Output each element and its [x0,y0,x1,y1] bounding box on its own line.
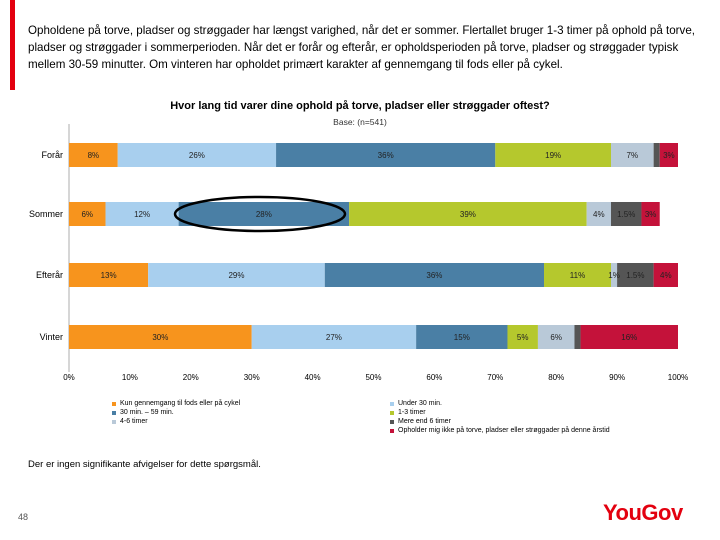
legend-swatch [390,401,394,406]
highlight-ellipse [173,195,347,233]
bar-segment [105,202,179,226]
data-label: 30% [152,333,168,342]
page-number: 48 [18,512,29,522]
data-label: 16% [621,333,637,342]
bar-segment [617,263,654,287]
x-tick-label: 50% [365,373,381,382]
x-tick-label: 10% [122,373,138,382]
data-label: 5% [517,333,529,342]
bar-segment [659,143,678,167]
data-label: 8% [88,151,100,160]
legend-label: Opholder mig ikke på torve, pladser elle… [398,427,610,434]
bar-segment [611,143,654,167]
legend-item: 30 min. – 59 min. [112,409,174,416]
data-label: 28% [256,210,272,219]
bar-segment [507,325,538,349]
legend-label: 30 min. – 59 min. [120,409,174,416]
data-label: 4% [660,271,672,280]
data-label: 26% [189,151,205,160]
data-label: 3% [645,210,657,219]
bar-segment [349,202,587,226]
data-label: 11% [570,271,585,280]
intro-text: Opholdene på torve, pladser og strøggade… [28,24,695,71]
data-label: 1.5% [617,210,635,219]
legend-label: Under 30 min. [398,400,442,407]
bar-segment [251,325,417,349]
data-label: 13% [101,271,117,280]
accent-bar [10,0,15,90]
legend-item: 1-3 timer [390,409,426,416]
bar-segment [495,143,612,167]
data-label: 36% [378,151,394,160]
x-tick-label: 0% [63,373,75,382]
category-label: Sommer [29,209,63,219]
x-tick-label: 40% [305,373,321,382]
legend-swatch [390,419,394,424]
bar-segment [544,263,612,287]
bar-segment [69,143,118,167]
bar-segment [653,263,678,287]
category-label: Efterår [36,270,63,280]
x-tick-label: 100% [668,373,688,382]
data-label: 7% [627,151,639,160]
legend-swatch [112,401,116,406]
bar-segment [611,263,618,287]
data-label: 36% [426,271,442,280]
bar-segment [537,325,575,349]
bar-segment [69,325,252,349]
data-label: 19% [545,151,561,160]
data-label: 1% [608,271,620,280]
bar-segment [641,202,660,226]
bar-segment [69,263,149,287]
data-label: 4% [593,210,605,219]
bar-segment [324,263,545,287]
legend-label: 4-6 timer [120,418,148,425]
legend-swatch [112,410,116,415]
legend-swatch [390,428,394,433]
data-label: 39% [460,210,476,219]
category-label: Forår [41,150,63,160]
x-tick-label: 60% [426,373,442,382]
bar-segment [178,202,350,226]
chart-subtitle: Base: (n=541) [333,117,387,127]
x-tick-label: 30% [244,373,260,382]
legend-swatch [390,410,394,415]
bar-segment [416,325,508,349]
legend-item: Under 30 min. [390,400,442,407]
data-label: 27% [326,333,342,342]
x-tick-label: 80% [548,373,564,382]
legend-item: Kun gennemgang til fods eller på cykel [112,400,240,407]
data-label: 1.5% [626,271,644,280]
legend-item: 4-6 timer [112,418,148,425]
category-label: Vinter [40,332,63,342]
x-tick-label: 20% [183,373,199,382]
bar-segment [574,325,581,349]
bar-segment [653,143,660,167]
bar-segment [148,263,325,287]
x-tick-label: 90% [609,373,625,382]
data-label: 29% [228,271,244,280]
legend-label: 1-3 timer [398,409,426,416]
bar-segment [69,202,106,226]
bar-segment [580,325,678,349]
bar-segment [276,143,496,167]
x-tick-label: 70% [487,373,503,382]
legend-label: Kun gennemgang til fods eller på cykel [120,400,241,407]
bar-segment [611,202,642,226]
legend-swatch [112,419,116,424]
data-label: 6% [81,210,93,219]
data-label: 3% [663,151,675,160]
yougov-logo: YouGov [603,500,683,525]
data-label: 15% [454,333,470,342]
legend-label: Mere end 6 timer [398,418,451,425]
legend-item: Mere end 6 timer [390,418,451,425]
bar-segment [586,202,612,226]
bar-segment [117,143,277,167]
data-label: 6% [550,333,562,342]
legend-item: Opholder mig ikke på torve, pladser elle… [390,427,610,434]
footnote: Der er ingen signifikante afvigelser for… [28,459,261,470]
data-label: 12% [134,210,150,219]
chart-title: Hvor lang tid varer dine ophold på torve… [170,100,550,112]
